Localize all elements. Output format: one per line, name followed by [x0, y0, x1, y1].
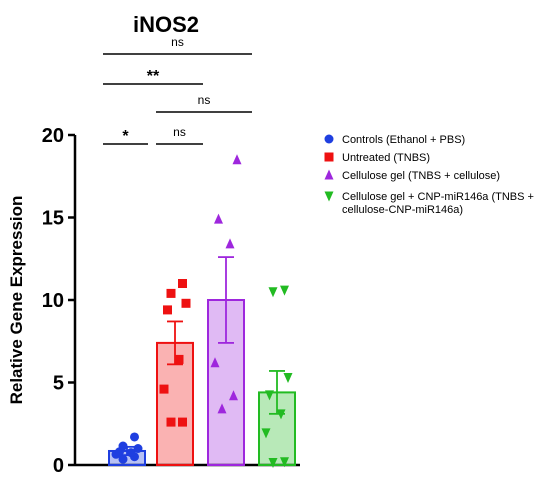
significance-label: ** [147, 68, 160, 85]
data-point [166, 417, 176, 427]
y-axis-label: Relative Gene Expression [7, 196, 26, 405]
data-point [210, 357, 220, 368]
data-point [217, 403, 227, 414]
bar-group [108, 432, 146, 467]
data-point [214, 213, 223, 224]
data-point [268, 287, 278, 298]
data-point [280, 457, 289, 468]
legend-marker [324, 152, 334, 162]
legend-marker [324, 134, 334, 144]
data-point [133, 444, 143, 453]
legend-label: Cellulose gel + CNP-miR146a (TNBS + [342, 191, 534, 203]
data-point [178, 279, 187, 288]
significance-label: * [122, 128, 129, 145]
legend-marker [324, 169, 334, 180]
significance-brackets: ns ** ns * ns [103, 35, 252, 145]
data-point [283, 373, 293, 384]
data-point [118, 441, 128, 451]
data-point [181, 298, 191, 308]
data-point [261, 428, 271, 439]
y-tick-label: 0 [53, 455, 64, 477]
bar-group [207, 154, 245, 466]
chart-title: iNOS2 [133, 12, 199, 37]
data-point [265, 390, 274, 401]
legend-item: Controls (Ethanol + PBS) [324, 134, 465, 146]
data-point [126, 448, 136, 458]
y-tick-label: 15 [42, 208, 64, 230]
bar-group [156, 279, 194, 466]
legend-marker [324, 191, 334, 202]
legend-item: Cellulose gel (TNBS + cellulose) [324, 169, 500, 182]
data-point [174, 354, 184, 364]
data-point [178, 417, 187, 427]
data-point [130, 432, 139, 442]
legend: Controls (Ethanol + PBS) Untreated (TNBS)… [324, 134, 534, 216]
y-tick-label: 5 [53, 373, 64, 395]
legend-item: Untreated (TNBS) [324, 152, 430, 164]
data-point [276, 409, 286, 420]
legend-label: Cellulose gel (TNBS + cellulose) [342, 170, 500, 182]
legend-label: cellulose-CNP-miR146a) [342, 204, 463, 216]
data-point [225, 238, 235, 249]
data-point [159, 384, 169, 394]
data-point [229, 390, 238, 401]
significance-label: ns [198, 93, 211, 107]
bar-group [258, 285, 296, 469]
data-point [163, 305, 172, 315]
y-tick-label: 10 [42, 290, 64, 312]
legend-label: Untreated (TNBS) [342, 152, 430, 164]
y-tick-label: 20 [42, 125, 64, 147]
data-point [232, 154, 242, 165]
significance-label: ns [173, 125, 186, 139]
data-point [280, 285, 289, 296]
significance-label: ns [171, 35, 184, 49]
data-point [166, 288, 176, 298]
legend-item: Cellulose gel + CNP-miR146a (TNBS +cellu… [324, 191, 534, 216]
bars [108, 154, 296, 469]
data-point [268, 458, 278, 469]
data-point [118, 454, 128, 464]
legend-label: Controls (Ethanol + PBS) [342, 134, 465, 146]
